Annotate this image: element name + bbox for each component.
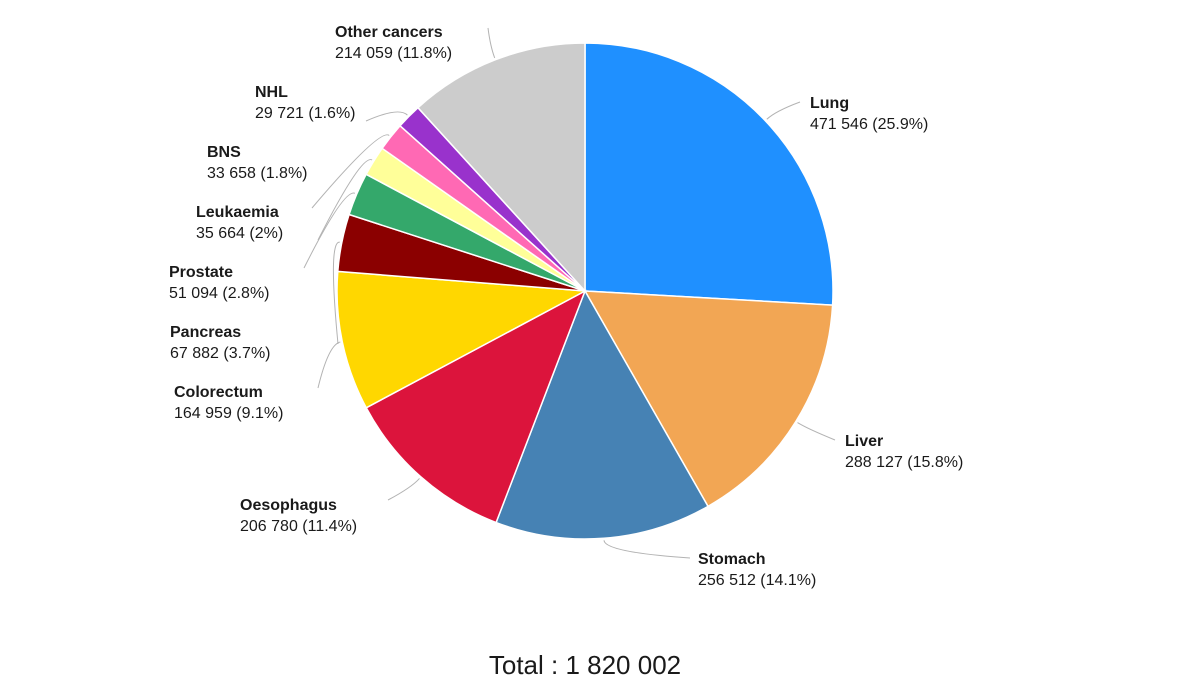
slice-label-lung: Lung 471 546 (25.9%) (810, 95, 928, 133)
leader-line-bns (311, 134, 390, 209)
slice-label-pancreas: Pancreas 67 882 (3.7%) (170, 324, 271, 362)
slice-value-label: 214 059 (11.8%) (335, 45, 452, 62)
leader-line-lung (766, 101, 801, 120)
slice-name-label: Liver (845, 433, 883, 450)
leader-line-stomach (603, 540, 691, 559)
slice-name-label: Oesophagus (240, 497, 337, 514)
slice-name-label: Leukaemia (196, 204, 279, 221)
slice-label-bns: BNS 33 658 (1.8%) (207, 144, 308, 182)
slice-value-label: 51 094 (2.8%) (169, 285, 270, 302)
slice-value-label: 29 721 (1.6%) (255, 105, 356, 122)
pie-slice-stomach[interactable] (495, 289, 710, 540)
slice-label-liver: Liver 288 127 (15.8%) (845, 433, 963, 471)
pie-slice-colorectum[interactable] (336, 270, 588, 409)
slice-label-oesophagus: Oesophagus 206 780 (11.4%) (240, 497, 357, 535)
leader-line-nhl (365, 111, 408, 122)
leader-line-other-cancers (487, 27, 496, 59)
pie-slice-lung[interactable] (584, 42, 834, 306)
slice-label-stomach: Stomach 256 512 (14.1%) (698, 551, 816, 589)
total-label: Total : 1 820 002 (489, 650, 681, 680)
slice-label-other-cancers: Other cancers 214 059 (11.8%) (335, 24, 452, 62)
slice-name-label: Other cancers (335, 24, 443, 41)
slice-value-label: 164 959 (9.1%) (174, 405, 283, 422)
leader-line-liver (797, 422, 836, 441)
slice-name-label: Stomach (698, 551, 766, 568)
slice-name-label: Lung (810, 95, 849, 112)
slice-label-nhl: NHL 29 721 (1.6%) (255, 84, 356, 122)
slice-name-label: BNS (207, 144, 241, 161)
slices-layer (336, 42, 834, 540)
leader-line-prostate (303, 192, 356, 269)
slice-name-label: NHL (255, 84, 288, 101)
leader-line-oesophagus (387, 478, 420, 501)
slice-label-colorectum: Colorectum 164 959 (9.1%) (174, 384, 283, 422)
pie-slice-liver[interactable] (583, 290, 834, 508)
slice-value-label: 35 664 (2%) (196, 225, 283, 242)
slice-name-label: Pancreas (170, 324, 241, 341)
pie-slice-other-cancers[interactable] (416, 42, 586, 293)
leader-line-leukaemia (317, 159, 373, 241)
slice-label-prostate: Prostate 51 094 (2.8%) (169, 264, 270, 302)
slice-name-label: Colorectum (174, 384, 263, 401)
pie-slice-oesophagus[interactable] (365, 289, 587, 524)
slice-label-leukaemia: Leukaemia 35 664 (2%) (196, 204, 283, 242)
leader-line-colorectum (317, 341, 341, 389)
slice-value-label: 33 658 (1.8%) (207, 165, 308, 182)
labels-layer: Lung 471 546 (25.9%) Liver 288 127 (15.8%) S… (169, 24, 963, 589)
slice-value-label: 471 546 (25.9%) (810, 116, 928, 133)
slice-name-label: Prostate (169, 264, 233, 281)
slice-value-label: 288 127 (15.8%) (845, 454, 963, 471)
slice-value-label: 206 780 (11.4%) (240, 518, 357, 535)
slice-value-label: 256 512 (14.1%) (698, 572, 816, 589)
leader-lines-layer (303, 27, 836, 559)
leader-line-pancreas (332, 241, 340, 345)
slice-value-label: 67 882 (3.7%) (170, 345, 271, 362)
